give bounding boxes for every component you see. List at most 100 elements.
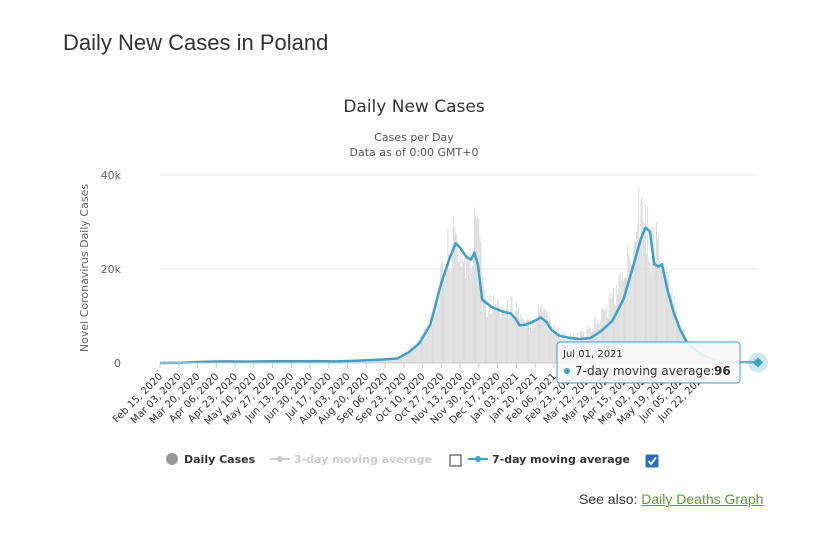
bar [497, 298, 499, 363]
bar [389, 357, 390, 363]
bar [549, 316, 550, 363]
legend-3-day-dot [277, 456, 283, 462]
bar [649, 261, 651, 363]
bar [656, 222, 657, 363]
bar [610, 298, 612, 363]
bar [419, 335, 421, 363]
bar [387, 359, 389, 363]
bar [482, 281, 484, 363]
bar [651, 225, 653, 363]
tooltip-series-dot [564, 368, 570, 374]
bar [547, 321, 549, 363]
legend-item-3-day-average[interactable]: 3-day moving average [270, 453, 432, 466]
bar [617, 294, 619, 363]
bar [403, 354, 405, 363]
bar [646, 253, 648, 363]
bar [442, 261, 443, 363]
bar [386, 358, 388, 363]
bar [643, 228, 645, 363]
bar [628, 254, 630, 363]
bar [396, 358, 398, 363]
bar [488, 309, 490, 363]
bar [408, 352, 410, 363]
bar [650, 272, 652, 363]
bar [540, 307, 542, 363]
bar [476, 217, 478, 363]
bar [371, 359, 373, 363]
bar [672, 307, 674, 363]
legend-7-day-checkbox[interactable] [645, 454, 659, 468]
bar [544, 308, 546, 363]
bar [642, 222, 644, 363]
bar [451, 243, 453, 363]
bar [522, 317, 524, 363]
bar [468, 260, 470, 363]
bar [481, 275, 483, 363]
bar [470, 273, 472, 363]
bar [392, 359, 394, 363]
bar [657, 237, 659, 363]
legend-7-day-checkbox-box [645, 454, 659, 468]
legend-3-day-checkbox[interactable] [449, 454, 462, 467]
bar [483, 289, 485, 363]
bar [465, 277, 467, 363]
bar [605, 310, 607, 363]
bar [668, 275, 670, 363]
bar [499, 313, 501, 363]
daily-deaths-graph-link[interactable]: Daily Deaths Graph [641, 491, 764, 507]
bar [464, 260, 465, 363]
bar [503, 310, 505, 363]
bar [604, 308, 606, 363]
bar [430, 322, 432, 363]
bar [638, 186, 640, 363]
bar [525, 320, 527, 363]
legend-daily-cases-marker [166, 453, 178, 465]
bar [519, 319, 521, 363]
bar [531, 330, 533, 363]
bar [673, 295, 675, 363]
bar [626, 277, 628, 363]
bar [621, 273, 623, 363]
legend-daily-cases-label: Daily Cases [184, 453, 256, 466]
bar [595, 315, 597, 363]
bar [637, 222, 639, 363]
bar [523, 319, 525, 363]
legend-item-7-day-average[interactable]: 7-day moving average [468, 453, 630, 466]
bar [415, 345, 417, 363]
legend-7-day-label: 7-day moving average [492, 453, 630, 466]
y-tick-label: 20k [101, 263, 122, 276]
bar [393, 357, 395, 363]
bar [615, 305, 617, 363]
bar [500, 318, 502, 363]
tooltip-date: Jul 01, 2021 [562, 349, 623, 360]
bar [432, 323, 433, 363]
bar [546, 310, 548, 363]
bar [454, 226, 456, 363]
bar [400, 357, 401, 363]
seven-day-average-line [159, 226, 759, 365]
bar [414, 345, 416, 363]
legend-item-daily-cases[interactable]: Daily Cases [166, 453, 256, 466]
bar [670, 293, 672, 363]
bar [365, 360, 367, 363]
y-tick-label: 40k [101, 169, 122, 182]
bar [422, 332, 424, 363]
bar [492, 294, 494, 363]
bar [632, 246, 634, 363]
bar [416, 341, 418, 363]
bar [383, 358, 385, 363]
bar [509, 317, 511, 363]
bar [433, 310, 435, 363]
bar [636, 231, 638, 363]
bar [529, 331, 531, 363]
bar [466, 261, 468, 363]
bar [600, 306, 602, 363]
bar [423, 334, 425, 363]
bar [404, 352, 406, 363]
see-also-label: See also: [579, 491, 638, 507]
bar [675, 309, 677, 363]
bar [551, 325, 553, 363]
bar [459, 250, 461, 363]
bar [480, 241, 482, 363]
see-also: See also: Daily Deaths Graph [579, 491, 763, 507]
